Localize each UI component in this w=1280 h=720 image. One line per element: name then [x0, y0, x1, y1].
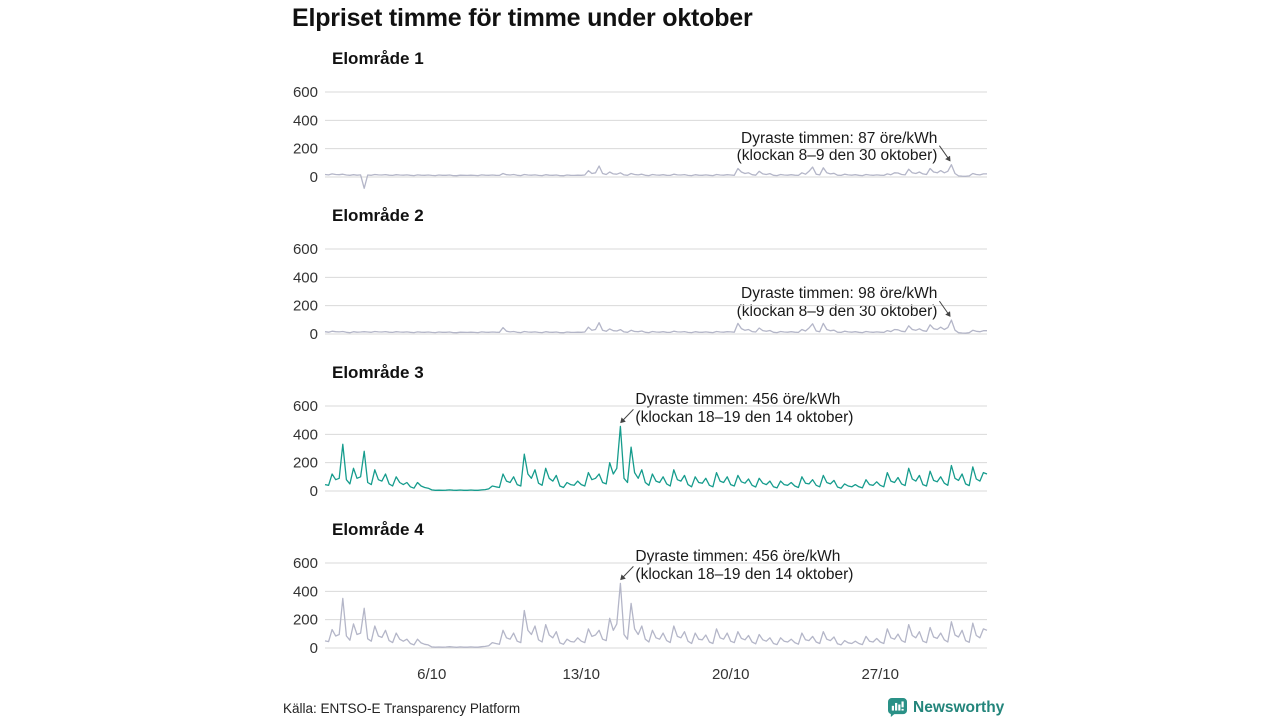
newsworthy-brand: Newsworthy [888, 698, 1004, 718]
line-plot: 0 200 400 600 [293, 555, 988, 657]
annotation: Dyraste timmen: 87 öre/kWh (klockan 8–9 … [735, 129, 939, 165]
page-title: Elpriset timme för timme under oktober [292, 4, 753, 32]
annotation-line2: (klockan 8–9 den 30 oktober) [736, 147, 938, 165]
annotation-arrow [938, 145, 951, 162]
y-tick-label: 600 [293, 555, 318, 572]
price-line [324, 319, 987, 334]
x-tick-label: 6/10 [417, 666, 447, 683]
y-tick-label: 200 [293, 612, 318, 629]
annotation-arrow [938, 300, 951, 317]
y-tick-label: 200 [293, 141, 318, 158]
brand-name: Newsworthy [913, 699, 1005, 716]
y-tick-label: 600 [293, 241, 318, 258]
annotation-line1: Dyraste timmen: 456 öre/kWh [635, 548, 841, 566]
y-tick-label: 200 [293, 455, 318, 472]
chart-title: Elområde 1 [332, 49, 424, 68]
price-line [324, 425, 988, 491]
y-tick-label: 200 [293, 298, 318, 315]
newsworthy-logo-icon [888, 698, 907, 718]
x-tick-label: 27/10 [861, 666, 899, 683]
chart-title: Elområde 4 [332, 520, 424, 539]
annotation-line1: Dyraste timmen: 456 öre/kWh [635, 391, 841, 409]
y-tick-label: 0 [310, 169, 318, 186]
x-tick-label: 20/10 [711, 666, 750, 683]
annotation-arrow [620, 566, 634, 581]
source-credit: Källa: ENTSO-E Transparency Platform [283, 701, 521, 716]
chart-title: Elområde 3 [332, 363, 424, 382]
annotation: Dyraste timmen: 456 öre/kWh (klockan 18–… [634, 548, 855, 584]
price-line [324, 164, 987, 189]
annotation-arrow [620, 409, 634, 424]
price-line [324, 582, 988, 648]
annotation: Dyraste timmen: 456 öre/kWh (klockan 18–… [634, 391, 855, 427]
annotation-line1: Dyraste timmen: 87 öre/kWh [741, 129, 938, 147]
y-tick-label: 600 [293, 398, 318, 415]
annotation-line2: (klockan 18–19 den 14 oktober) [635, 408, 854, 426]
y-tick-label: 400 [293, 583, 318, 600]
line-plot: 0 200 400 600 [293, 398, 988, 500]
y-tick-label: 400 [293, 269, 318, 286]
line-plot: 0 200 400 600 [293, 241, 987, 343]
line-plot: 0 200 400 600 [293, 84, 987, 189]
annotation: Dyraste timmen: 98 öre/kWh (klockan 8–9 … [735, 285, 939, 321]
y-tick-label: 0 [310, 640, 318, 657]
y-tick-label: 0 [310, 483, 318, 500]
y-tick-label: 400 [293, 426, 318, 443]
y-tick-label: 0 [310, 326, 318, 343]
annotation-line2: (klockan 8–9 den 30 oktober) [736, 302, 938, 320]
annotation-line1: Dyraste timmen: 98 öre/kWh [741, 285, 938, 303]
chart-title: Elområde 2 [332, 206, 424, 225]
y-tick-label: 400 [293, 112, 318, 129]
x-tick-label: 13/10 [562, 666, 601, 683]
annotation-line2: (klockan 18–19 den 14 oktober) [635, 565, 854, 583]
y-tick-label: 600 [293, 84, 318, 101]
